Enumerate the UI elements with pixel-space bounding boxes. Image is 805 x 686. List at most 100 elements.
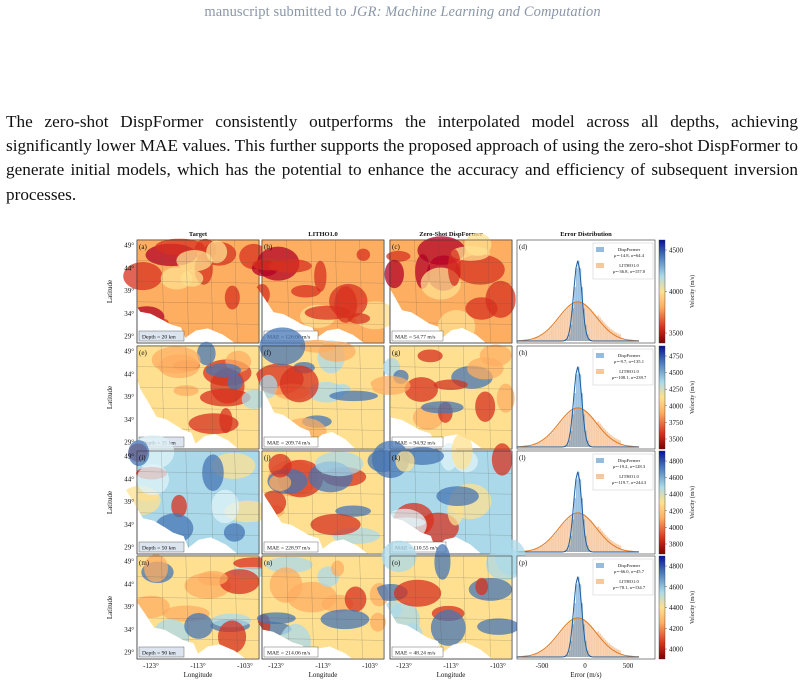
hist-bar-dispformer (579, 479, 582, 552)
hist-bar-litho (548, 434, 551, 447)
hist-bar-litho (529, 655, 531, 657)
state-border (359, 450, 363, 554)
annotation-box (138, 330, 185, 342)
hist-bar-litho (610, 539, 612, 552)
map-border (261, 345, 385, 450)
state-border (185, 450, 189, 554)
colorbar (658, 555, 666, 660)
hist-bar-litho (615, 543, 618, 552)
hist-bar-litho (530, 339, 533, 341)
map-anomaly (318, 341, 356, 362)
state-border (438, 345, 442, 449)
state-border (335, 345, 339, 449)
state-border (136, 260, 260, 263)
hist-bar-litho (545, 332, 548, 341)
state-border (438, 450, 442, 554)
hist-bar-litho (620, 444, 623, 447)
panel-letter: (o) (392, 559, 401, 567)
map-anomaly (224, 285, 240, 310)
hist-bar-litho (556, 636, 558, 657)
hist-bar-dispformer (581, 498, 584, 552)
panel-letter: (p) (519, 559, 528, 567)
hist-bar-litho (550, 642, 553, 657)
state-border (234, 345, 238, 449)
hist-bar-dispformer (577, 576, 580, 657)
hist-bar-litho (530, 655, 533, 657)
map-anomaly (205, 363, 242, 378)
hist-bar-litho (624, 445, 627, 447)
hist-bar-litho (532, 549, 535, 552)
hist-bar-litho (557, 318, 560, 341)
state-border (487, 345, 491, 449)
annotation-box (263, 436, 319, 448)
map-anomaly (455, 254, 505, 285)
hist-bar-litho (604, 429, 607, 447)
hist-bar-litho (538, 652, 540, 657)
hist-bar-litho (592, 311, 594, 341)
hist-bar-litho (626, 655, 629, 657)
map-panel: (g) MAE = 94.92 m/s (369, 344, 515, 450)
hist-bar-dispformer (577, 260, 580, 341)
panel-letter: (n) (264, 559, 273, 567)
hist-bar-litho (561, 524, 564, 552)
state-border (261, 301, 385, 304)
hist-bar-litho (597, 421, 600, 447)
map-anomaly (128, 440, 150, 466)
colorbar (658, 239, 666, 344)
state-border (210, 450, 214, 554)
state-border (359, 556, 363, 660)
latitude-tick: 49° (124, 242, 134, 250)
state-border (310, 240, 314, 343)
hist-bar-litho (595, 316, 598, 341)
hist-bar-dispformer (568, 545, 571, 552)
depth-label: Depth = 90 km (142, 651, 176, 657)
histogram-tick: 0 (583, 662, 587, 670)
map-border (136, 239, 260, 344)
state-border (487, 239, 491, 344)
map-anomaly (265, 556, 313, 573)
hist-bar-litho (554, 322, 557, 341)
state-border (359, 345, 363, 449)
legend-label: LITHO1.0 (619, 579, 639, 584)
state-border (136, 597, 260, 600)
hist-bar-litho (538, 547, 540, 552)
map-anomaly (279, 365, 319, 403)
legend-swatch-dispformer (596, 563, 604, 568)
colorbar-tick-label: 4000 (669, 288, 684, 296)
map-anomaly (370, 612, 386, 632)
hist-bar-dispformer (583, 308, 585, 341)
panel-letter: (g) (392, 349, 401, 357)
hist-bar-litho (568, 412, 571, 447)
hist-bar-litho (548, 644, 551, 657)
hist-bar-litho (566, 413, 569, 447)
hist-bar-litho (554, 638, 557, 657)
hist-bar-litho (563, 522, 566, 552)
legend-swatch-litho (596, 369, 604, 374)
hist-bar-litho (527, 655, 530, 657)
map-anomaly (450, 246, 490, 261)
hist-bar-litho (622, 654, 625, 657)
hist-bar-litho (592, 522, 594, 552)
hist-bar-litho (538, 336, 540, 341)
hist-bar-litho (602, 321, 605, 341)
hist-bar-litho (547, 330, 549, 341)
state-border (261, 492, 385, 495)
state-border (463, 555, 467, 659)
map-border (261, 555, 385, 660)
hist-bar-litho (541, 545, 544, 552)
state-border (261, 260, 385, 263)
panel-letter: (i) (139, 454, 146, 462)
hist-bar-dispformer (566, 338, 569, 341)
hist-bar-litho (565, 309, 567, 341)
legend-stats: μ=-9.7, σ=135.1 (614, 359, 645, 365)
hist-bar-litho (556, 426, 558, 447)
hist-bar-dispformer (575, 584, 578, 657)
colorbar-label: Velocity (m/s) (689, 381, 696, 414)
state-border (389, 301, 513, 304)
map-anomaly (310, 513, 361, 536)
hist-bar-litho (626, 445, 629, 447)
